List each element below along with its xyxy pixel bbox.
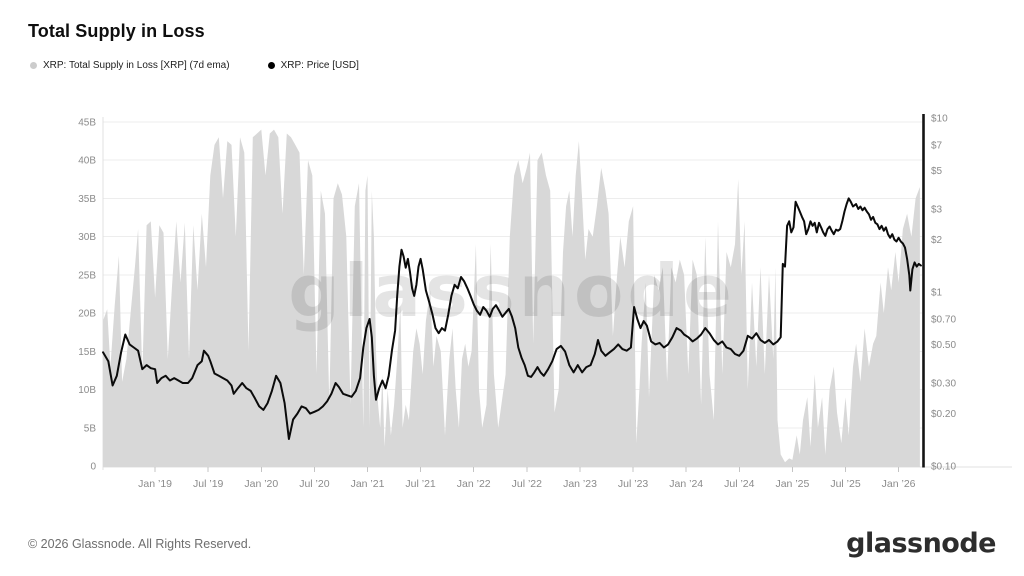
left-tick-label: 20B (78, 309, 96, 320)
right-tick-label: $2 (931, 235, 943, 246)
x-tick-label: Jan ’22 (457, 478, 491, 490)
x-tick-label: Jan ’24 (669, 478, 703, 490)
supply-in-loss-legend-dot-icon (30, 62, 37, 69)
price-line (102, 197, 922, 440)
legend-label-price: XRP: Price [USD] (280, 60, 359, 71)
left-tick-label: 25B (78, 270, 96, 281)
left-tick-label: 30B (78, 232, 96, 243)
right-tick-label: $0.70 (931, 315, 956, 326)
glassnode-logo[interactable]: glassnode (846, 528, 996, 559)
glassnode-watermark: glassnode (288, 249, 736, 333)
right-tick-label: $7 (931, 141, 943, 152)
legend-item-supply-in-loss[interactable]: XRP: Total Supply in Loss [XRP] (7d ema) (30, 60, 230, 71)
price-legend-dot-icon (267, 62, 275, 69)
x-tick-label: Jan ’19 (138, 478, 172, 490)
x-tick-label: Jul ’25 (830, 478, 861, 490)
legend-label-supply-in-loss: XRP: Total Supply in Loss [XRP] (7d ema) (43, 60, 230, 71)
left-tick-label: 10B (78, 385, 96, 396)
right-tick-label: $0.50 (931, 340, 956, 351)
x-tick-label: Jul ’19 (193, 478, 224, 490)
x-tick-label: Jan ’21 (351, 478, 385, 490)
x-tick-label: Jul ’21 (405, 478, 436, 490)
left-tick-label: 35B (78, 194, 96, 205)
left-tick-label: 5B (84, 423, 97, 434)
x-tick-label: Jul ’23 (618, 478, 649, 490)
right-tick-label: $0.10 (931, 462, 956, 473)
supply-in-loss-area (103, 129, 920, 467)
x-tick-label: Jan ’26 (882, 478, 916, 490)
legend-item-price[interactable]: XRP: Price [USD] (267, 60, 359, 71)
right-tick-label: $10 (931, 114, 948, 125)
left-tick-label: 40B (78, 156, 96, 167)
left-axis-labels: 0 5B 10B 15B 20B 25B 30B 35B 40B 45B (78, 118, 96, 473)
left-tick-label: 0 (90, 462, 96, 473)
x-tick-label: Jan ’25 (775, 478, 809, 490)
left-tick-label: 15B (78, 347, 96, 358)
right-tick-label: $1 (931, 288, 943, 299)
right-tick-label: $0.20 (931, 409, 956, 420)
right-tick-label: $5 (931, 166, 943, 177)
right-tick-label: $0.30 (931, 379, 956, 390)
right-tick-label: $3 (931, 205, 943, 216)
right-axis-labels: $10 $7 $5 $3 $2 $1 $0.70 $0.50 $0.30 $0.20 $0.10 (931, 114, 956, 473)
x-tick-label: Jul ’22 (512, 478, 543, 490)
x-tick-label: Jan ’20 (244, 478, 278, 490)
x-tick-label: Jul ’24 (724, 478, 755, 490)
left-tick-label: 45B (78, 118, 96, 129)
chart-legend: XRP: Total Supply in Loss [XRP] (7d ema)… (30, 60, 359, 71)
page-title: Total Supply in Loss (28, 21, 205, 41)
x-tick-label: Jul ’20 (299, 478, 330, 490)
copyright-text: © 2026 Glassnode. All Rights Reserved. (28, 537, 252, 551)
x-axis-labels: Jan ’19 Jul ’19 Jan ’20 Jul ’20 Jan ’21 Jul ’… (138, 467, 916, 490)
x-tick-label: Jan ’23 (563, 478, 597, 490)
